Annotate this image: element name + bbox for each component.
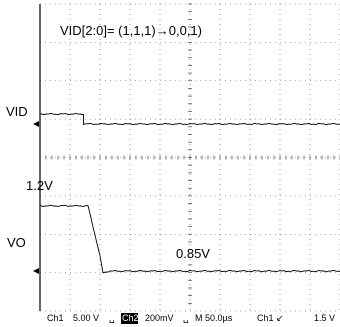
footer-trigger-level: 1.5 V [314, 313, 335, 323]
status-footer: Ch1 5.00 V ␣ Ch2 200mV ␣ M 50.0µs Ch1 ↙ … [47, 313, 335, 324]
ch1-ground-marker [33, 121, 39, 127]
footer-timebase: M 50.0µs [195, 313, 233, 323]
ch2-ground-marker [33, 268, 39, 274]
bandwidth-limit-icon: ␣ [109, 313, 115, 324]
vo-trace [39, 204, 340, 274]
annotation-vo-low: 0.85V [176, 246, 210, 261]
vid-trace [39, 112, 340, 126]
annotation-vo-high: 1.2V [26, 178, 53, 193]
chart-title: VID[2:0]= (1,1,1)→0,0,1) [60, 23, 202, 38]
footer-ch2-scale: 200mV [145, 313, 174, 323]
bandwidth-limit-icon: ␣ [183, 313, 189, 324]
footer-trigger: Ch1 ↙ [257, 313, 284, 323]
series-label-vo: VO [7, 235, 26, 250]
footer-ch1: Ch1 [47, 313, 64, 323]
footer-ch2-highlight [121, 313, 138, 324]
footer-ch1-scale: 5.00 V [73, 313, 99, 323]
footer-ch2: Ch2 [122, 313, 139, 323]
series-label-vid: VID [6, 104, 28, 119]
